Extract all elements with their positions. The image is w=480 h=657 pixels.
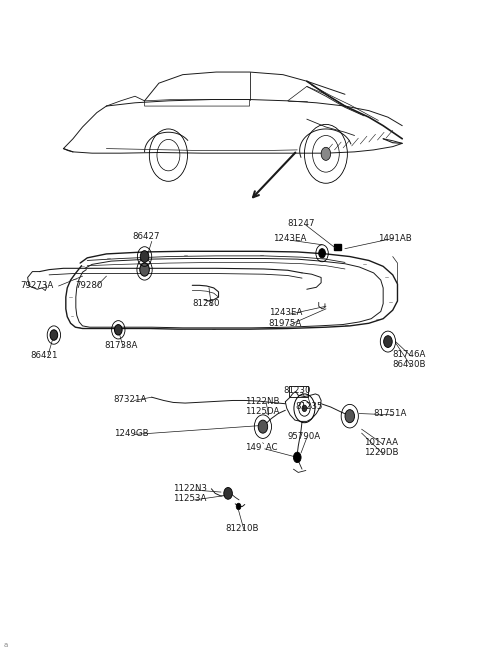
Text: 86430B: 86430B (393, 360, 426, 369)
Bar (335, 244, 341, 250)
Circle shape (50, 330, 58, 340)
Text: 81746A: 81746A (393, 350, 426, 359)
Text: 81247: 81247 (288, 219, 315, 229)
Circle shape (321, 147, 331, 160)
Text: 86421: 86421 (30, 351, 58, 361)
Text: 1491AB: 1491AB (378, 234, 412, 242)
Circle shape (224, 487, 232, 499)
Circle shape (115, 325, 122, 335)
Text: 95790A: 95790A (288, 432, 321, 441)
Bar (288, 386, 308, 397)
Circle shape (236, 503, 241, 510)
Text: 81230: 81230 (283, 386, 311, 395)
Text: 1229DB: 1229DB (364, 448, 398, 457)
Circle shape (384, 336, 392, 348)
Text: 79280: 79280 (75, 281, 103, 290)
Text: 79273A: 79273A (21, 281, 54, 290)
Circle shape (319, 249, 325, 258)
Text: 81738A: 81738A (104, 341, 137, 350)
Text: 1017AA: 1017AA (364, 438, 398, 447)
Text: 81751A: 81751A (373, 409, 407, 418)
Text: 1243EA: 1243EA (269, 308, 302, 317)
Circle shape (302, 405, 307, 411)
Text: 86427: 86427 (132, 233, 160, 241)
Circle shape (258, 420, 268, 433)
Text: 1125DA: 1125DA (245, 407, 279, 416)
Circle shape (140, 251, 149, 262)
Text: 1243EA: 1243EA (274, 234, 307, 242)
Text: 81280: 81280 (192, 299, 220, 308)
Text: 11253A: 11253A (173, 494, 206, 503)
Text: 87321A: 87321A (114, 395, 147, 403)
Text: a: a (4, 642, 8, 648)
Circle shape (345, 409, 355, 422)
Circle shape (293, 452, 301, 463)
Circle shape (140, 263, 149, 276)
Text: 149`AC: 149`AC (245, 443, 277, 452)
Text: 81975A: 81975A (269, 319, 302, 328)
Text: 1122N3: 1122N3 (173, 484, 207, 493)
Text: 1249GB: 1249GB (114, 428, 148, 438)
Text: 1122NB: 1122NB (245, 397, 279, 406)
Text: 81210B: 81210B (226, 524, 259, 533)
Text: 81235: 81235 (295, 402, 323, 411)
